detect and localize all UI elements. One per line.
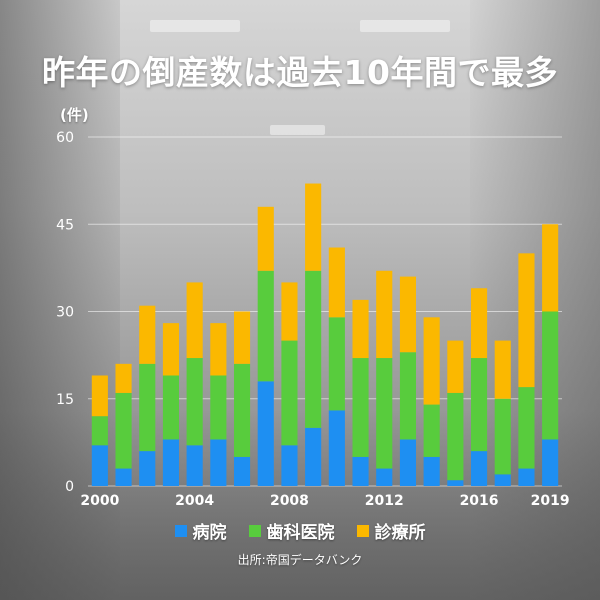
chart-title: 昨年の倒産数は過去10年間で最多 bbox=[42, 53, 558, 92]
bar-segment-2002 bbox=[139, 305, 156, 364]
bar-segment-2005 bbox=[210, 323, 227, 376]
bar-segment-2010 bbox=[328, 317, 345, 411]
bars bbox=[91, 183, 559, 486]
bar-segment-2006 bbox=[233, 311, 251, 364]
bar-segment-2016 bbox=[470, 451, 488, 486]
legend-label-hospital: 病院 bbox=[192, 523, 227, 543]
bar-segment-2001 bbox=[115, 363, 132, 393]
bar-segment-2010 bbox=[328, 410, 345, 486]
bar-segment-2009 bbox=[305, 270, 322, 428]
bar-segment-2011 bbox=[352, 299, 369, 359]
x-tick-label: 2016 bbox=[460, 493, 499, 509]
bar-segment-2008 bbox=[281, 445, 298, 486]
bar-segment-2007 bbox=[257, 381, 274, 486]
bar-segment-2012 bbox=[376, 468, 393, 486]
source-note: 出所:帝国データバンク bbox=[237, 553, 363, 567]
bar-segment-2013 bbox=[399, 352, 417, 440]
x-tick-label: 2004 bbox=[175, 493, 214, 509]
bar-segment-2014 bbox=[423, 317, 440, 405]
bar-segment-2012 bbox=[376, 270, 393, 359]
bar-segment-2011 bbox=[352, 358, 369, 457]
ceiling-light bbox=[360, 20, 450, 32]
bar-segment-2013 bbox=[399, 439, 417, 486]
legend: 病院 歯科医院 診療所 bbox=[0, 518, 600, 543]
bar-segment-2017 bbox=[494, 340, 511, 399]
bar-segment-2017 bbox=[494, 474, 511, 486]
bar-segment-2006 bbox=[233, 456, 251, 486]
ceiling-light bbox=[150, 20, 240, 32]
legend-item-clinic: 診療所 bbox=[356, 518, 426, 543]
bar-segment-2001 bbox=[115, 468, 132, 486]
bar-segment-2011 bbox=[352, 456, 369, 486]
bar-segment-2007 bbox=[257, 206, 274, 271]
bar-segment-2009 bbox=[305, 427, 322, 486]
x-tick-label: 2008 bbox=[270, 493, 309, 509]
legend-swatch-dental bbox=[248, 524, 261, 537]
bar-segment-2019 bbox=[542, 439, 559, 486]
bar-segment-2015 bbox=[447, 480, 464, 486]
bar-segment-2002 bbox=[139, 363, 156, 452]
y-tick-label: 0 bbox=[65, 479, 74, 495]
legend-item-dental: 歯科医院 bbox=[248, 518, 335, 543]
bar-segment-2010 bbox=[328, 247, 345, 318]
y-axis-unit-label: (件) bbox=[60, 106, 89, 124]
ceiling-light bbox=[270, 125, 325, 135]
bar-segment-2015 bbox=[447, 340, 464, 393]
bar-segment-2004 bbox=[186, 358, 203, 446]
bar-segment-2015 bbox=[447, 392, 464, 481]
gridlines bbox=[88, 136, 562, 487]
bar-segment-2016 bbox=[470, 358, 488, 452]
legend-item-hospital: 病院 bbox=[174, 518, 227, 543]
x-tick-label: 2000 bbox=[80, 493, 119, 509]
bar-segment-2008 bbox=[281, 282, 298, 341]
bar-segment-2003 bbox=[162, 439, 180, 486]
bar-segment-2007 bbox=[257, 270, 274, 382]
bar-segment-2019 bbox=[542, 224, 559, 312]
legend-swatch-hospital bbox=[174, 524, 187, 537]
bar-segment-2000 bbox=[91, 375, 108, 417]
bar-segment-2019 bbox=[542, 311, 559, 440]
x-tick-label: 2019 bbox=[531, 493, 570, 509]
bar-segment-2017 bbox=[494, 398, 511, 475]
bar-segment-2005 bbox=[210, 439, 227, 486]
bar-segment-2000 bbox=[91, 416, 108, 446]
x-tick-label: 2012 bbox=[365, 493, 404, 509]
bar-segment-2000 bbox=[91, 445, 108, 486]
bar-segment-2014 bbox=[423, 456, 440, 486]
legend-label-clinic: 診療所 bbox=[374, 523, 426, 543]
bar-segment-2005 bbox=[210, 375, 227, 440]
bar-segment-2004 bbox=[186, 282, 203, 359]
legend-label-dental: 歯科医院 bbox=[266, 523, 335, 543]
bar-segment-2014 bbox=[423, 404, 440, 457]
bar-segment-2006 bbox=[233, 363, 251, 457]
bar-segment-2018 bbox=[518, 253, 535, 388]
bar-segment-2018 bbox=[518, 387, 535, 469]
y-tick-label: 30 bbox=[56, 305, 74, 321]
bar-segment-2004 bbox=[186, 445, 203, 486]
bar-segment-2002 bbox=[139, 451, 156, 486]
y-tick-label: 45 bbox=[56, 217, 74, 233]
bar-segment-2009 bbox=[305, 183, 322, 271]
bar-segment-2012 bbox=[376, 358, 393, 469]
x-axis-ticks: 2000 2004 2008 2012 2016 2019 bbox=[80, 493, 569, 509]
bar-segment-2008 bbox=[281, 340, 298, 446]
y-tick-label: 15 bbox=[56, 392, 74, 408]
bar-segment-2018 bbox=[518, 468, 535, 486]
bar-segment-2001 bbox=[115, 392, 132, 469]
bar-segment-2003 bbox=[162, 375, 180, 440]
y-axis-ticks: 0 15 30 45 60 bbox=[56, 130, 74, 495]
bar-segment-2003 bbox=[162, 323, 180, 376]
legend-swatch-clinic bbox=[356, 524, 369, 537]
y-tick-label: 60 bbox=[56, 130, 74, 146]
bar-segment-2016 bbox=[470, 288, 488, 359]
bar-segment-2013 bbox=[399, 276, 417, 353]
